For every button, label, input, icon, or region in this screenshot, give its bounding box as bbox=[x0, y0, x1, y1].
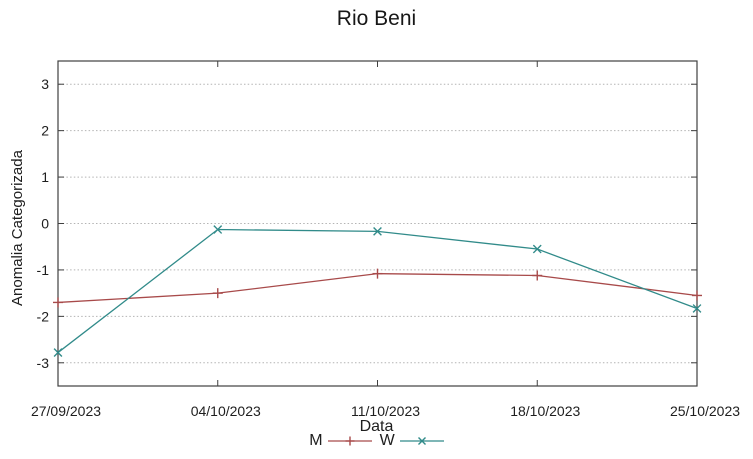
legend-line-cross-icon bbox=[399, 436, 444, 446]
y-tick-label: 1 bbox=[41, 169, 49, 185]
legend-label-m: M bbox=[309, 432, 323, 449]
y-tick-label: -3 bbox=[37, 355, 50, 371]
y-tick-label: -1 bbox=[37, 262, 50, 278]
y-tick-label: -2 bbox=[37, 308, 50, 324]
y-tick-label: 0 bbox=[41, 216, 49, 232]
legend-label-w: W bbox=[379, 432, 395, 449]
data-point-cross-icon bbox=[213, 225, 223, 234]
legend-item-w: W bbox=[380, 432, 444, 450]
y-axis-label: Anomalia Categorizada bbox=[9, 150, 26, 306]
series-line-w bbox=[57, 228, 698, 354]
y-tick-label: 2 bbox=[41, 123, 49, 139]
x-axis-label: Data bbox=[359, 418, 394, 435]
x-tick-label: 25/10/2023 bbox=[670, 403, 740, 419]
data-point-cross-icon bbox=[373, 226, 382, 236]
x-tick-label: 04/10/2023 bbox=[191, 403, 261, 419]
data-point-cross-icon bbox=[692, 304, 702, 313]
legend-line-plus-icon bbox=[327, 436, 372, 446]
data-point-cross-icon bbox=[53, 348, 63, 357]
legend: M W bbox=[0, 432, 753, 450]
x-tick-label: 11/10/2023 bbox=[351, 403, 420, 419]
legend-item-m: M bbox=[309, 432, 372, 450]
legend-marker-cross-icon bbox=[417, 436, 426, 446]
data-point-cross-icon bbox=[532, 244, 542, 254]
y-tick-label: 3 bbox=[41, 76, 49, 92]
x-tick-label: 18/10/2023 bbox=[510, 403, 580, 419]
plot-border bbox=[57, 60, 698, 387]
chart-title: Rio Beni bbox=[336, 7, 417, 30]
x-tick-label: 27/09/2023 bbox=[31, 403, 101, 419]
